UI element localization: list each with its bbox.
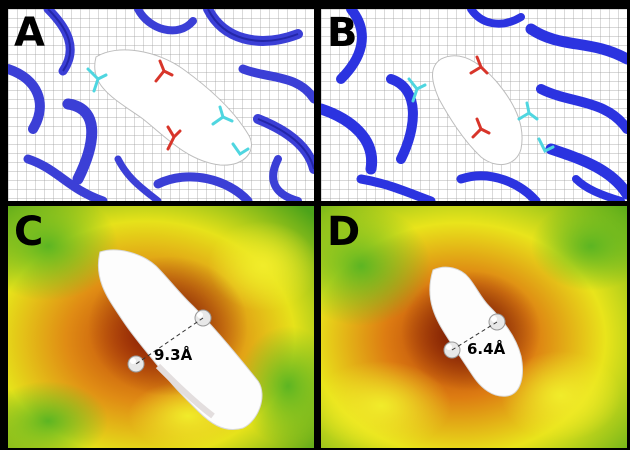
panel-b-image xyxy=(321,9,627,201)
panel-d: 6.4Å D xyxy=(321,206,627,448)
panel-label-a: A xyxy=(14,10,45,56)
panel-a: A xyxy=(8,9,314,201)
panel-label-d: D xyxy=(327,209,361,255)
panel-label-c: C xyxy=(14,209,44,255)
distance-label-d: 6.4Å xyxy=(467,339,506,358)
panel-label-b: B xyxy=(327,10,358,56)
panel-c: 9.3Å C xyxy=(8,206,314,448)
distance-label-c: 9.3Å xyxy=(154,345,193,364)
panel-d-image: 6.4Å xyxy=(321,206,627,448)
panel-c-image: 9.3Å xyxy=(8,206,314,448)
panel-b: B xyxy=(321,9,627,201)
panel-a-image xyxy=(8,9,314,201)
